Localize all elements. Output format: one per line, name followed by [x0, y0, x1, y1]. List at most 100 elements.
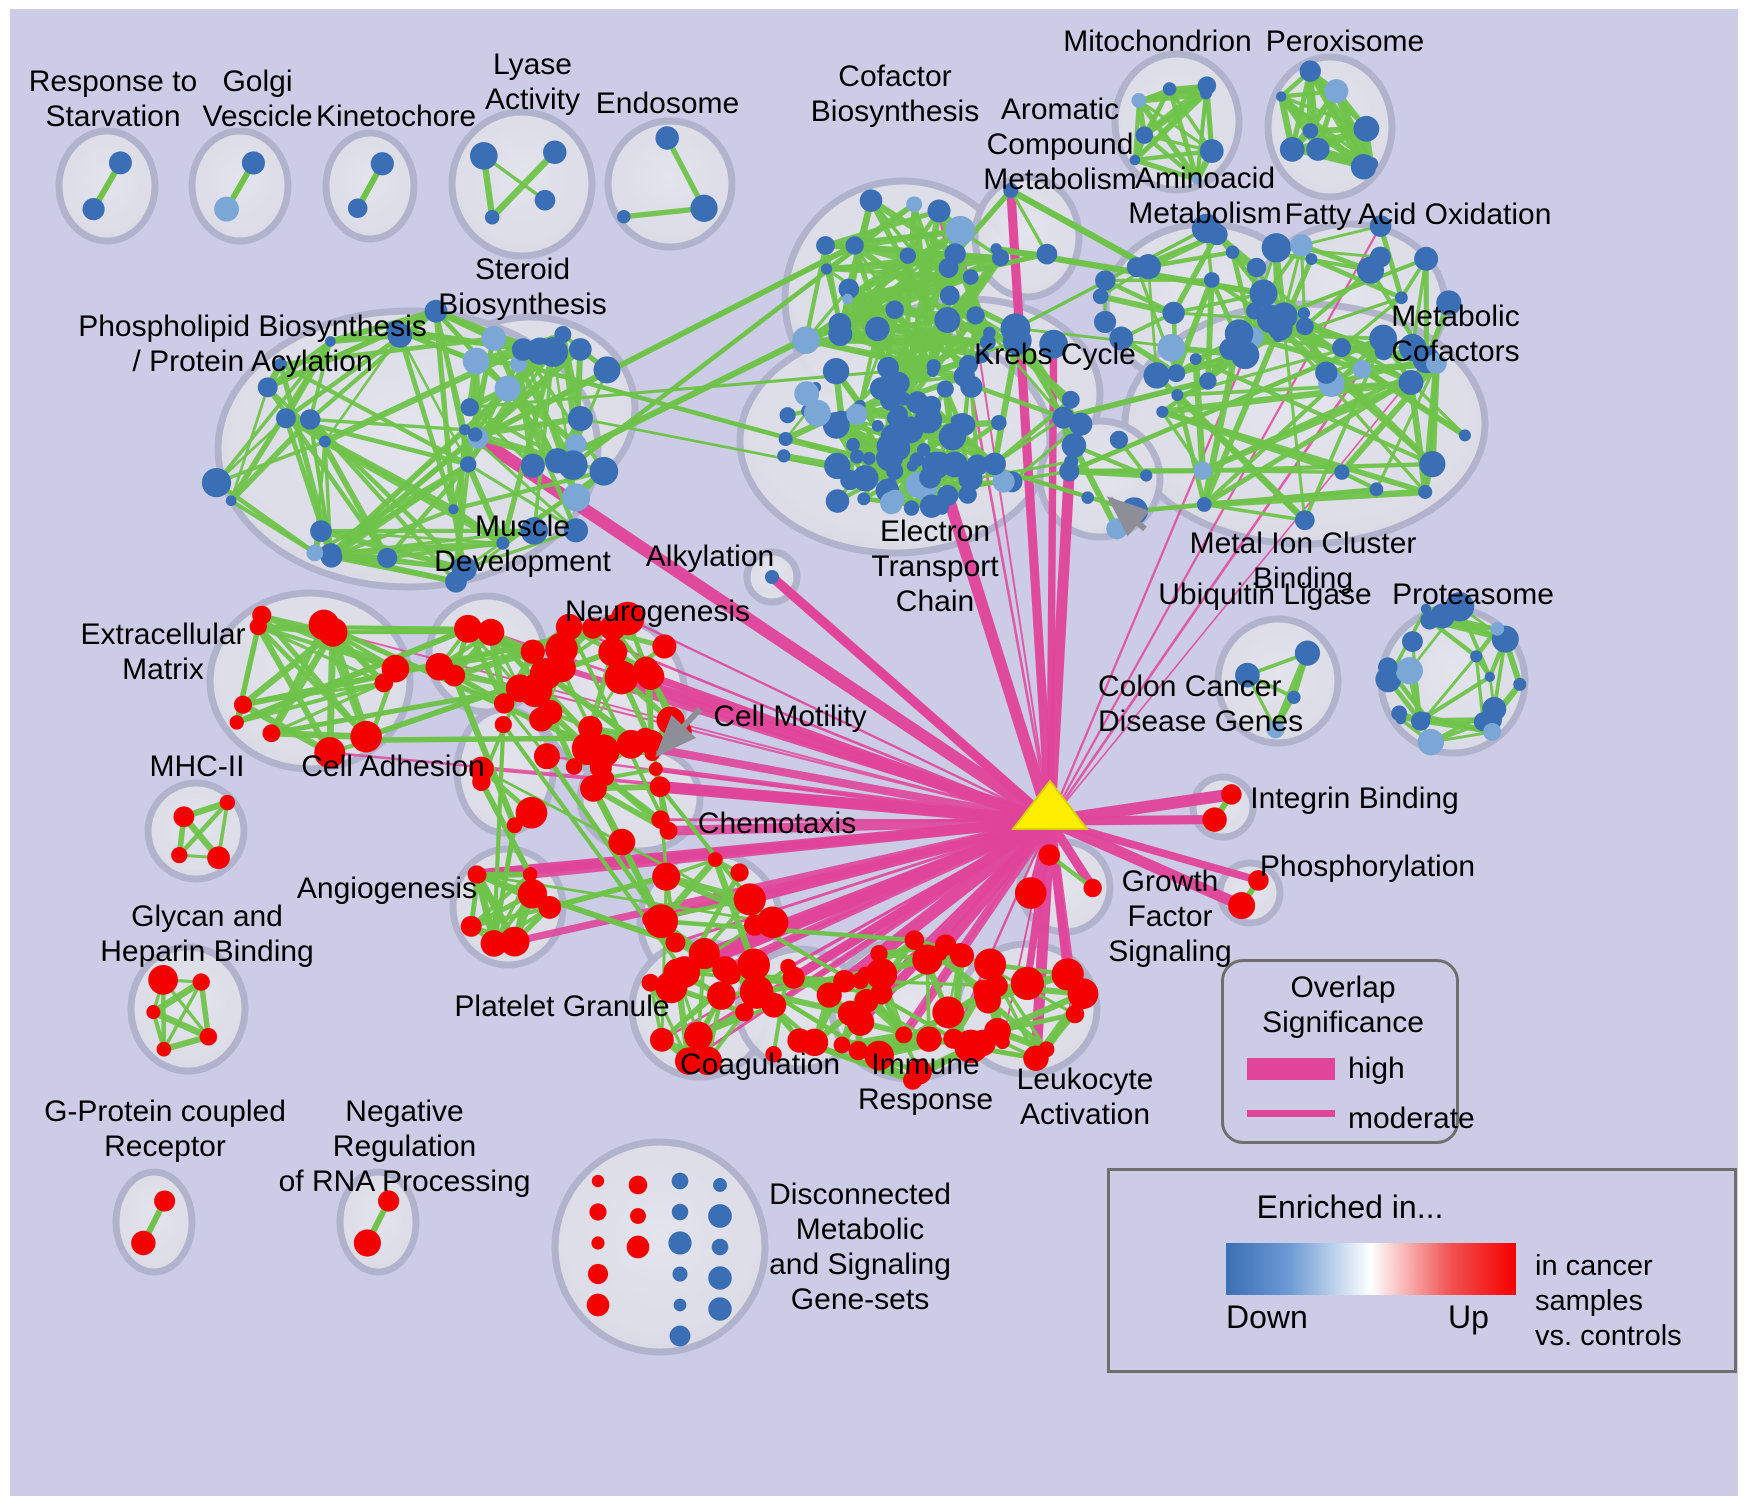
gene-node[interactable] [1299, 60, 1321, 82]
gene-node[interactable] [347, 198, 368, 219]
gene-node[interactable] [737, 948, 771, 982]
gene-node[interactable] [1203, 272, 1220, 288]
gene-node[interactable] [1202, 807, 1227, 832]
gene-node[interactable] [903, 500, 920, 516]
gene-node[interactable] [803, 399, 831, 427]
gene-node[interactable] [992, 470, 1015, 493]
gene-node[interactable] [275, 408, 296, 429]
gene-node[interactable] [1306, 137, 1330, 161]
gene-node[interactable] [684, 1021, 713, 1051]
gene-node[interactable] [636, 662, 665, 690]
gene-node[interactable] [484, 209, 500, 225]
gene-node[interactable] [1295, 317, 1314, 336]
gene-node[interactable] [1199, 139, 1224, 163]
gene-node[interactable] [1377, 657, 1398, 677]
gene-node[interactable] [1444, 592, 1475, 622]
gene-node[interactable] [448, 504, 459, 515]
gene-node[interactable] [616, 729, 646, 759]
gene-node[interactable] [1224, 319, 1254, 348]
gene-node[interactable] [1193, 461, 1212, 480]
gene-node[interactable] [493, 693, 515, 714]
gene-node[interactable] [1092, 288, 1109, 305]
gene-node[interactable] [499, 926, 530, 957]
gene-node[interactable] [1036, 243, 1058, 265]
gene-node[interactable] [225, 495, 237, 507]
gene-node[interactable] [274, 358, 287, 371]
gene-node[interactable] [154, 1190, 176, 1212]
gene-node[interactable] [214, 196, 240, 222]
gene-node[interactable] [816, 982, 842, 1008]
gene-node[interactable] [589, 1203, 607, 1221]
gene-node[interactable] [1482, 696, 1507, 722]
gene-node[interactable] [1162, 82, 1177, 96]
gene-node[interactable] [1324, 79, 1349, 104]
gene-node[interactable] [173, 806, 195, 828]
gene-node[interactable] [1095, 270, 1116, 291]
gene-node[interactable] [880, 491, 903, 515]
gene-node[interactable] [1369, 215, 1392, 237]
gene-node[interactable] [756, 906, 789, 939]
gene-node[interactable] [991, 414, 1007, 431]
gene-node[interactable] [693, 1046, 723, 1076]
gene-node[interactable] [1352, 360, 1372, 379]
gene-node[interactable] [1470, 650, 1483, 663]
gene-node[interactable] [1140, 469, 1153, 482]
gene-node[interactable] [156, 1041, 172, 1057]
gene-node[interactable] [494, 375, 521, 402]
gene-node[interactable] [462, 347, 490, 375]
gene-node[interactable] [953, 413, 976, 436]
gene-node[interactable] [1131, 93, 1147, 108]
gene-node[interactable] [1417, 728, 1445, 756]
gene-node[interactable] [1191, 213, 1222, 244]
gene-node[interactable] [1221, 784, 1242, 805]
gene-node[interactable] [668, 1231, 692, 1255]
gene-node[interactable] [962, 269, 979, 285]
gene-node[interactable] [469, 756, 494, 782]
gene-node[interactable] [822, 358, 850, 385]
gene-node[interactable] [1162, 301, 1185, 325]
gene-node[interactable] [934, 307, 961, 333]
gene-node[interactable] [927, 199, 951, 223]
gene-node[interactable] [537, 699, 563, 725]
gene-node[interactable] [1294, 640, 1321, 666]
gene-node[interactable] [1061, 433, 1087, 458]
gene-node[interactable] [480, 930, 508, 957]
gene-node[interactable] [845, 236, 864, 255]
gene-node[interactable] [787, 1028, 812, 1053]
gene-node[interactable] [1199, 372, 1217, 390]
gene-node[interactable] [1061, 390, 1080, 409]
gene-node[interactable] [1094, 310, 1117, 334]
gene-node[interactable] [587, 1263, 609, 1285]
gene-node[interactable] [589, 456, 619, 486]
gene-node[interactable] [1038, 1041, 1055, 1058]
gene-node[interactable] [794, 381, 820, 407]
gene-node[interactable] [904, 930, 925, 951]
gene-node[interactable] [1302, 123, 1319, 139]
gene-node[interactable] [494, 716, 512, 734]
gene-node[interactable] [207, 846, 230, 870]
gene-node[interactable] [578, 715, 603, 741]
gene-node[interactable] [1395, 291, 1408, 305]
gene-node[interactable] [1106, 518, 1128, 540]
gene-node[interactable] [671, 1172, 689, 1190]
gene-node[interactable] [665, 932, 686, 953]
gene-node[interactable] [820, 263, 833, 275]
gene-node[interactable] [903, 1070, 923, 1090]
gene-node[interactable] [582, 617, 604, 639]
gene-node[interactable] [659, 821, 678, 840]
gene-node[interactable] [1192, 174, 1203, 185]
gene-node[interactable] [765, 570, 779, 584]
gene-node[interactable] [825, 489, 850, 513]
gene-node[interactable] [241, 151, 265, 175]
gene-node[interactable] [859, 189, 883, 212]
gene-node[interactable] [1305, 253, 1318, 266]
gene-node[interactable] [1156, 405, 1169, 418]
gene-node[interactable] [944, 243, 966, 265]
gene-node[interactable] [229, 715, 244, 730]
gene-node[interactable] [871, 420, 884, 432]
gene-node[interactable] [1157, 333, 1186, 362]
gene-node[interactable] [966, 306, 985, 325]
gene-node[interactable] [171, 847, 188, 864]
cluster-blob-disconnected-gene-sets[interactable] [551, 1138, 769, 1356]
gene-node[interactable] [846, 403, 868, 425]
